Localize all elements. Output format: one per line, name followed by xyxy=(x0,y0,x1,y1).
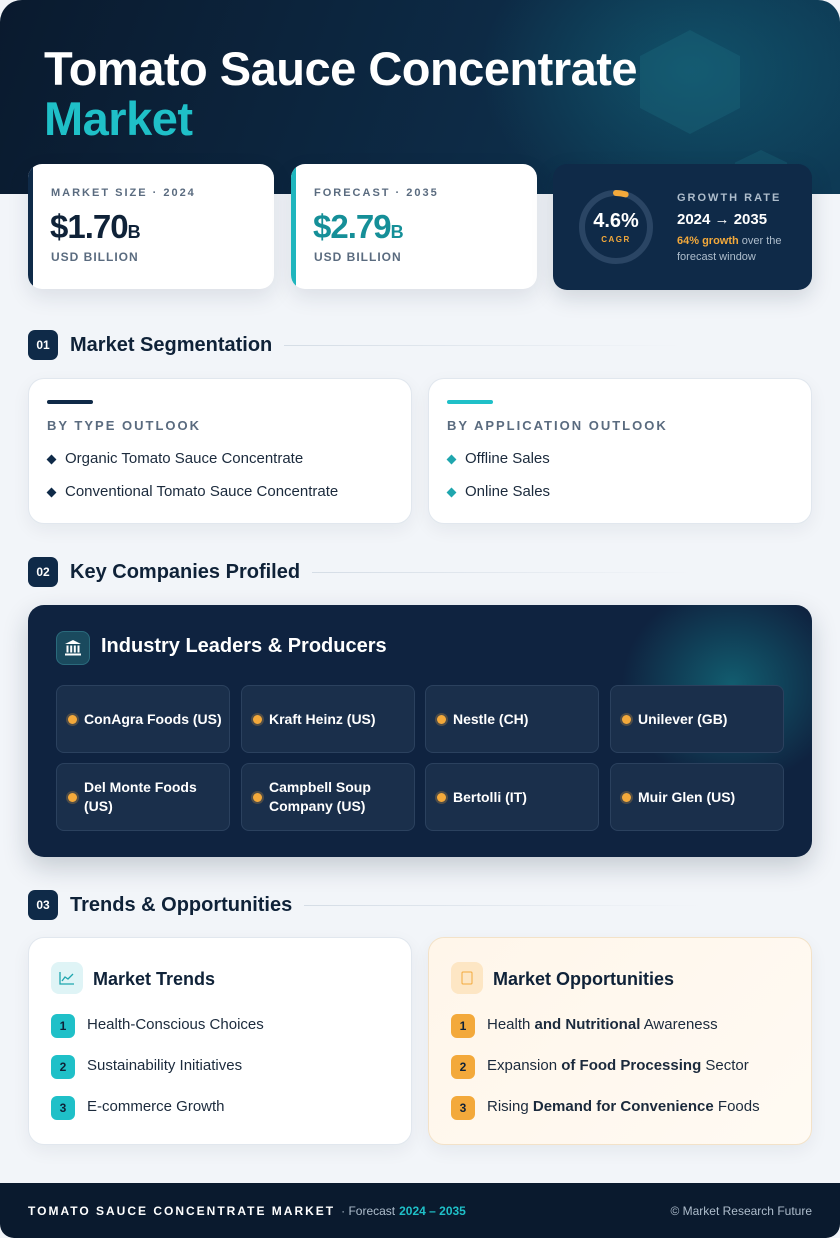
bullet-dot-icon xyxy=(68,715,77,724)
forecast-unit: USD BILLION xyxy=(314,250,402,264)
forecast-card: FORECAST · 2035 $2.79B USD BILLION xyxy=(291,164,537,289)
bullet-dot-icon xyxy=(622,793,631,802)
market-size-label: MARKET SIZE · 2024 xyxy=(51,187,196,199)
type-outlook-list: Organic Tomato Sauce Concentrate Convent… xyxy=(46,450,338,516)
market-opportunities-list: 1 Health and Nutritional Awareness 2 Expan… xyxy=(451,1013,760,1136)
footer-years: 2024 – 2035 xyxy=(399,1203,466,1218)
company-tile: Campbell Soup Company (US) xyxy=(241,763,415,831)
market-opportunities-title: Market Opportunities xyxy=(493,969,675,989)
list-item: Organic Tomato Sauce Concentrate xyxy=(46,450,338,483)
list-item: Offline Sales xyxy=(446,450,550,483)
section-title: Key Companies Profiled xyxy=(70,560,301,583)
footer-separator: · Forecast xyxy=(341,1203,396,1218)
cagr-progress-arc xyxy=(579,190,653,264)
hero-glow xyxy=(480,0,840,194)
number-badge: 3 xyxy=(51,1096,75,1120)
cagr-ring: 4.6% CAGR xyxy=(577,188,655,266)
bullet-dot-icon xyxy=(253,715,262,724)
list-item: 3 Rising Demand for Convenience Foods xyxy=(451,1095,760,1136)
list-item: 2 Sustainability Initiatives xyxy=(51,1054,264,1095)
card-accent-line xyxy=(47,400,93,404)
list-item: 2 Expansion of Food Processing Sector xyxy=(451,1054,760,1095)
bullet-dot-icon xyxy=(68,793,77,802)
cagr-value: 4.6% xyxy=(593,210,639,232)
companies-panel: Industry Leaders & Producers ConAgra Foo… xyxy=(28,605,812,857)
hero-header: Tomato Sauce Concentrate Market xyxy=(0,0,840,194)
cagr-label: CAGR xyxy=(601,235,631,244)
list-item: 3 E-commerce Growth xyxy=(51,1095,264,1136)
lightbulb-icon xyxy=(451,962,483,994)
list-item: 1 Health and Nutritional Awareness xyxy=(451,1013,760,1054)
bullet-dot-icon xyxy=(253,793,262,802)
title-line-2: Market xyxy=(44,92,193,145)
market-opportunities-card: Market Opportunities 1 Health and Nutriti… xyxy=(428,937,812,1145)
section-divider xyxy=(304,904,705,906)
company-tile: Bertolli (IT) xyxy=(425,763,599,831)
chart-line-icon xyxy=(51,962,83,994)
market-trends-card: Market Trends 1 Health-Conscious Choices … xyxy=(28,937,412,1145)
company-tile: Kraft Heinz (US) xyxy=(241,685,415,753)
footer-label: TOMATO SAUCE CONCENTRATE MARKET xyxy=(28,1203,336,1218)
card-accent-bar xyxy=(291,164,296,289)
growth-description: 64% growth over the forecast window xyxy=(677,235,782,263)
market-size-unit: USD BILLION xyxy=(51,250,139,264)
application-outlook-card: BY APPLICATION OUTLOOK Offline Sales Onl… xyxy=(428,378,812,524)
bank-icon xyxy=(56,631,90,665)
diamond-bullet-icon xyxy=(46,454,57,465)
cagr-ring-graphic xyxy=(579,190,653,264)
forecast-label: FORECAST · 2035 xyxy=(314,187,439,199)
company-tile: Unilever (GB) xyxy=(610,685,784,753)
title-line-1: Tomato Sauce Concentrate xyxy=(44,42,638,95)
growth-years: 2024 → 2035 xyxy=(677,211,768,228)
page-title: Tomato Sauce Concentrate Market xyxy=(44,42,638,145)
section-heading-segmentation: 01 Market Segmentation xyxy=(28,330,812,360)
number-badge: 2 xyxy=(51,1055,75,1079)
section-divider xyxy=(312,571,693,573)
section-number: 01 xyxy=(28,330,58,360)
forecast-value: $2.79B xyxy=(313,208,404,245)
footer-copyright: © Market Research Future xyxy=(670,1203,812,1218)
bullet-dot-icon xyxy=(622,715,631,724)
number-badge: 1 xyxy=(51,1014,75,1038)
footer: TOMATO SAUCE CONCENTRATE MARKET · Foreca… xyxy=(0,1183,840,1238)
type-outlook-heading: BY TYPE OUTLOOK xyxy=(47,418,201,433)
diamond-bullet-icon xyxy=(446,487,457,498)
number-badge: 1 xyxy=(451,1014,475,1038)
list-item: 1 Health-Conscious Choices xyxy=(51,1013,264,1054)
diamond-bullet-icon xyxy=(46,487,57,498)
section-number: 02 xyxy=(28,557,58,587)
list-item: Conventional Tomato Sauce Concentrate xyxy=(46,483,338,516)
growth-rate-card: 4.6% CAGR GROWTH RATE 2024 → 2035 64% gr… xyxy=(553,164,812,290)
application-outlook-heading: BY APPLICATION OUTLOOK xyxy=(447,418,668,433)
company-tile: Muir Glen (US) xyxy=(610,763,784,831)
market-size-value: $1.70B xyxy=(50,208,141,245)
company-tile: Del Monte Foods (US) xyxy=(56,763,230,831)
company-tile: Nestle (CH) xyxy=(425,685,599,753)
section-heading-trends: 03 Trends & Opportunities xyxy=(28,890,812,920)
number-badge: 3 xyxy=(451,1096,475,1120)
market-trends-title: Market Trends xyxy=(93,969,216,989)
section-heading-companies: 02 Key Companies Profiled xyxy=(28,557,812,587)
hexagon-decoration xyxy=(640,30,740,134)
bullet-dot-icon xyxy=(437,793,446,802)
number-badge: 2 xyxy=(451,1055,475,1079)
section-number: 03 xyxy=(28,890,58,920)
card-accent-bar xyxy=(28,164,33,289)
section-title: Trends & Opportunities xyxy=(70,893,293,916)
company-tile: ConAgra Foods (US) xyxy=(56,685,230,753)
application-outlook-list: Offline Sales Online Sales xyxy=(446,450,550,516)
list-item: Online Sales xyxy=(446,483,550,516)
growth-rate-label: GROWTH RATE xyxy=(677,192,782,204)
market-size-card: MARKET SIZE · 2024 $1.70B USD BILLION xyxy=(28,164,274,289)
section-title: Market Segmentation xyxy=(70,333,273,356)
bullet-dot-icon xyxy=(437,715,446,724)
diamond-bullet-icon xyxy=(446,454,457,465)
companies-title: Industry Leaders & Producers xyxy=(101,635,387,657)
type-outlook-card: BY TYPE OUTLOOK Organic Tomato Sauce Con… xyxy=(28,378,412,524)
card-accent-line xyxy=(447,400,493,404)
section-divider xyxy=(284,344,685,346)
market-trends-list: 1 Health-Conscious Choices 2 Sustainabilit… xyxy=(51,1013,264,1136)
